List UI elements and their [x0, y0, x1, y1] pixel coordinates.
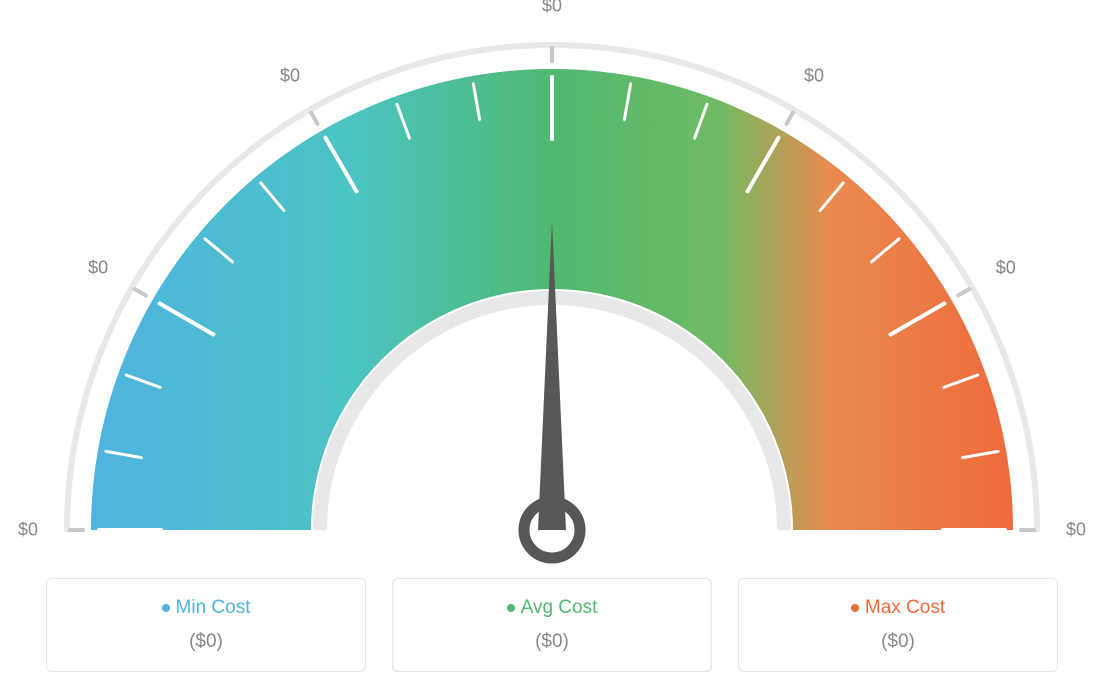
legend-label: Avg Cost [521, 597, 598, 619]
gauge-tick-label: $0 [804, 66, 824, 87]
gauge-tick-label: $0 [18, 520, 38, 541]
gauge-area: $0 $0 $0 $0 $0 $0 $0 [0, 0, 1104, 560]
legend-title: Max Cost [749, 597, 1047, 619]
gauge-tick-label: $0 [88, 258, 108, 279]
legend-card-max: Max Cost ($0) [738, 578, 1058, 672]
legend-row: Min Cost ($0) Avg Cost ($0) Max Cost ($0) [0, 578, 1104, 672]
gauge-tick-label: $0 [1066, 520, 1086, 541]
legend-card-avg: Avg Cost ($0) [392, 578, 712, 672]
legend-value: ($0) [403, 631, 701, 653]
legend-value: ($0) [749, 631, 1047, 653]
legend-label: Max Cost [865, 597, 945, 619]
gauge-tick-label: $0 [280, 66, 300, 87]
legend-title: Min Cost [57, 597, 355, 619]
legend-card-min: Min Cost ($0) [46, 578, 366, 672]
dot-icon [162, 604, 170, 612]
gauge-chart [0, 20, 1104, 580]
gauge-tick-label: $0 [542, 0, 562, 17]
legend-title: Avg Cost [403, 597, 701, 619]
legend-value: ($0) [57, 631, 355, 653]
cost-gauge-widget: $0$0$0$0$0$0$0 Min Cost($0)Avg Cost($0)M… [0, 0, 1104, 690]
dot-icon [507, 604, 515, 612]
legend-label: Min Cost [176, 597, 251, 619]
gauge-tick-label: $0 [996, 258, 1016, 279]
dot-icon [851, 604, 859, 612]
